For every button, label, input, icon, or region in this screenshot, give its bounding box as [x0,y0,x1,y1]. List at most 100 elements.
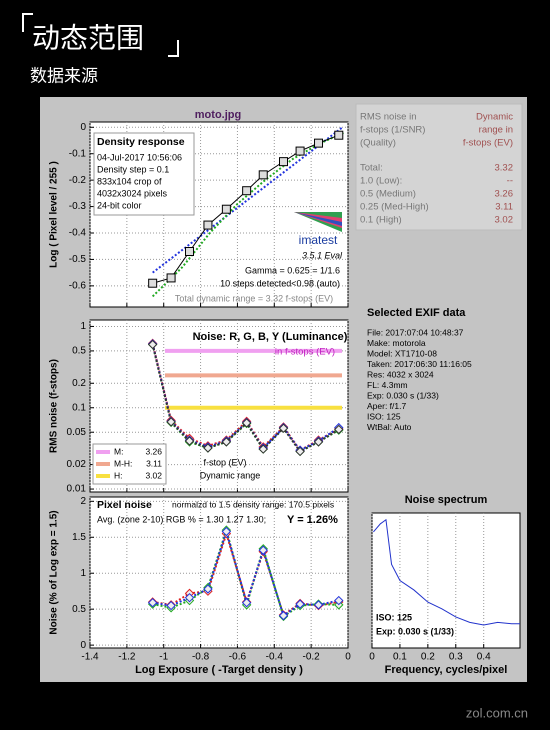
marker [313,437,324,447]
marker [147,597,158,608]
note: ISO: 125 [376,612,412,622]
marker [221,526,232,537]
logo-fan [294,212,342,232]
marker [166,417,176,427]
marker [295,599,305,609]
note: Density step = 0.1 [97,164,169,174]
marker [203,584,213,594]
marker [221,204,231,214]
series-line [152,530,339,617]
results-header: Dynamic [476,112,513,123]
results-header: RMS noise in [360,112,417,123]
results-value: 3.02 [495,215,514,226]
marker [258,545,268,555]
chart-title: moto.jpg [195,109,241,121]
chart-subtitle: Density response [97,136,185,148]
y-axis-label: Log ( Pixel level / 255 ) [49,161,60,268]
exif-line: Make: motorola [367,338,426,348]
marker [185,247,195,256]
marker [334,130,344,140]
legend-label: M: [114,446,123,456]
results-value: 3.26 [495,189,514,200]
chart-title: Noise: R, G, B, Y (Luminance) [193,331,348,343]
results-header: f-stops (1/SNR) [360,125,425,136]
plot-area [89,496,349,649]
results-header: (Quality) [360,138,396,149]
marker [313,600,324,610]
note: Y = 1.26% [287,514,338,526]
x-axis-label: Frequency, cycles/pixel [385,664,508,676]
note: Avg. (zone 2-10) RGB % = 1.30 1.27 1.30; [97,514,266,524]
results-value: 3.32 [495,163,514,174]
y-tick-label: 1 [80,568,86,579]
legend-label: M-H: [114,458,132,468]
marker [295,446,305,457]
y-tick-label: 2 [80,496,86,507]
y-tick-label: -0.2 [69,175,87,186]
plot-area [371,512,521,649]
marker [203,220,213,230]
marker [147,339,158,350]
marker [258,444,268,454]
y-axis-label: RMS noise (f-stops) [49,359,60,453]
chart-title: Pixel noise [97,499,152,511]
x-tick-label: -0.2 [303,652,321,663]
notes-box [93,132,195,216]
legend-value: 3.11 [146,458,162,468]
x-tick-label: -0.8 [192,652,210,663]
exif-line: Exp: 0.030 s (1/33) [367,390,439,400]
marker [314,138,324,148]
x-tick-label: -0.4 [266,652,284,663]
legend-value: 3.02 [145,470,162,480]
marker [279,157,288,167]
x-tick-label: 0.3 [449,652,463,663]
marker [184,436,195,446]
series-line [373,518,520,626]
bracket [168,40,179,57]
series-line [151,343,340,452]
x-axis-label: Log Exposure ( -Target density ) [135,664,303,676]
marker [334,424,344,435]
y-tick-label: 1 [80,321,86,332]
marker [184,592,195,603]
results-label: 0.1 (High) [360,215,402,226]
y-tick-label: -0.4 [69,228,87,239]
results-value: 3.11 [495,202,513,213]
bracket [22,13,33,32]
y-axis-label: Noise (% of Log exp = 1.5) [49,510,60,634]
results-label: 0.5 (Medium) [360,189,416,200]
results-box [355,103,523,231]
x-tick-label: 0 [369,652,375,663]
note: 24-bit color [97,200,142,210]
legend-value: 3.26 [145,446,162,456]
exif-line: Model: XT1710-08 [367,348,437,358]
x-tick-label: -1 [159,652,168,663]
x-tick-label: 0.1 [393,652,407,663]
y-tick-label: 0.01 [67,484,87,495]
y-tick-label: -0.1 [69,148,87,159]
exif-line: File: 2017:07:04 10:48:37 [367,327,464,337]
marker [241,597,252,608]
x-tick-label: 0.4 [477,652,491,663]
marker [258,170,268,180]
marker [334,595,344,606]
note: 833x104 crop of [97,176,162,186]
marker [221,437,232,447]
y-tick-label: 1.5 [72,532,86,543]
x-tick-label: -1.4 [81,652,99,663]
x-tick-label: -1.2 [118,652,136,663]
chart-title: Noise spectrum [405,494,488,506]
results-label: 0.25 (Med-High) [360,202,429,213]
note: Dynamic range [200,470,261,480]
results-header: range in [479,125,513,136]
chart-subtitle: in f-stops (EV) [275,347,335,358]
y-tick-label: 0 [80,640,86,651]
exif-line: FL: 4.3mm [367,380,408,390]
exif-title: Selected EXIF data [367,307,466,319]
results-label: 1.0 (Low): [360,176,402,187]
marker [166,600,176,611]
exif-line: Res: 4032 x 3024 [367,369,434,379]
logo: imatest [299,233,338,247]
series-line [151,131,345,298]
